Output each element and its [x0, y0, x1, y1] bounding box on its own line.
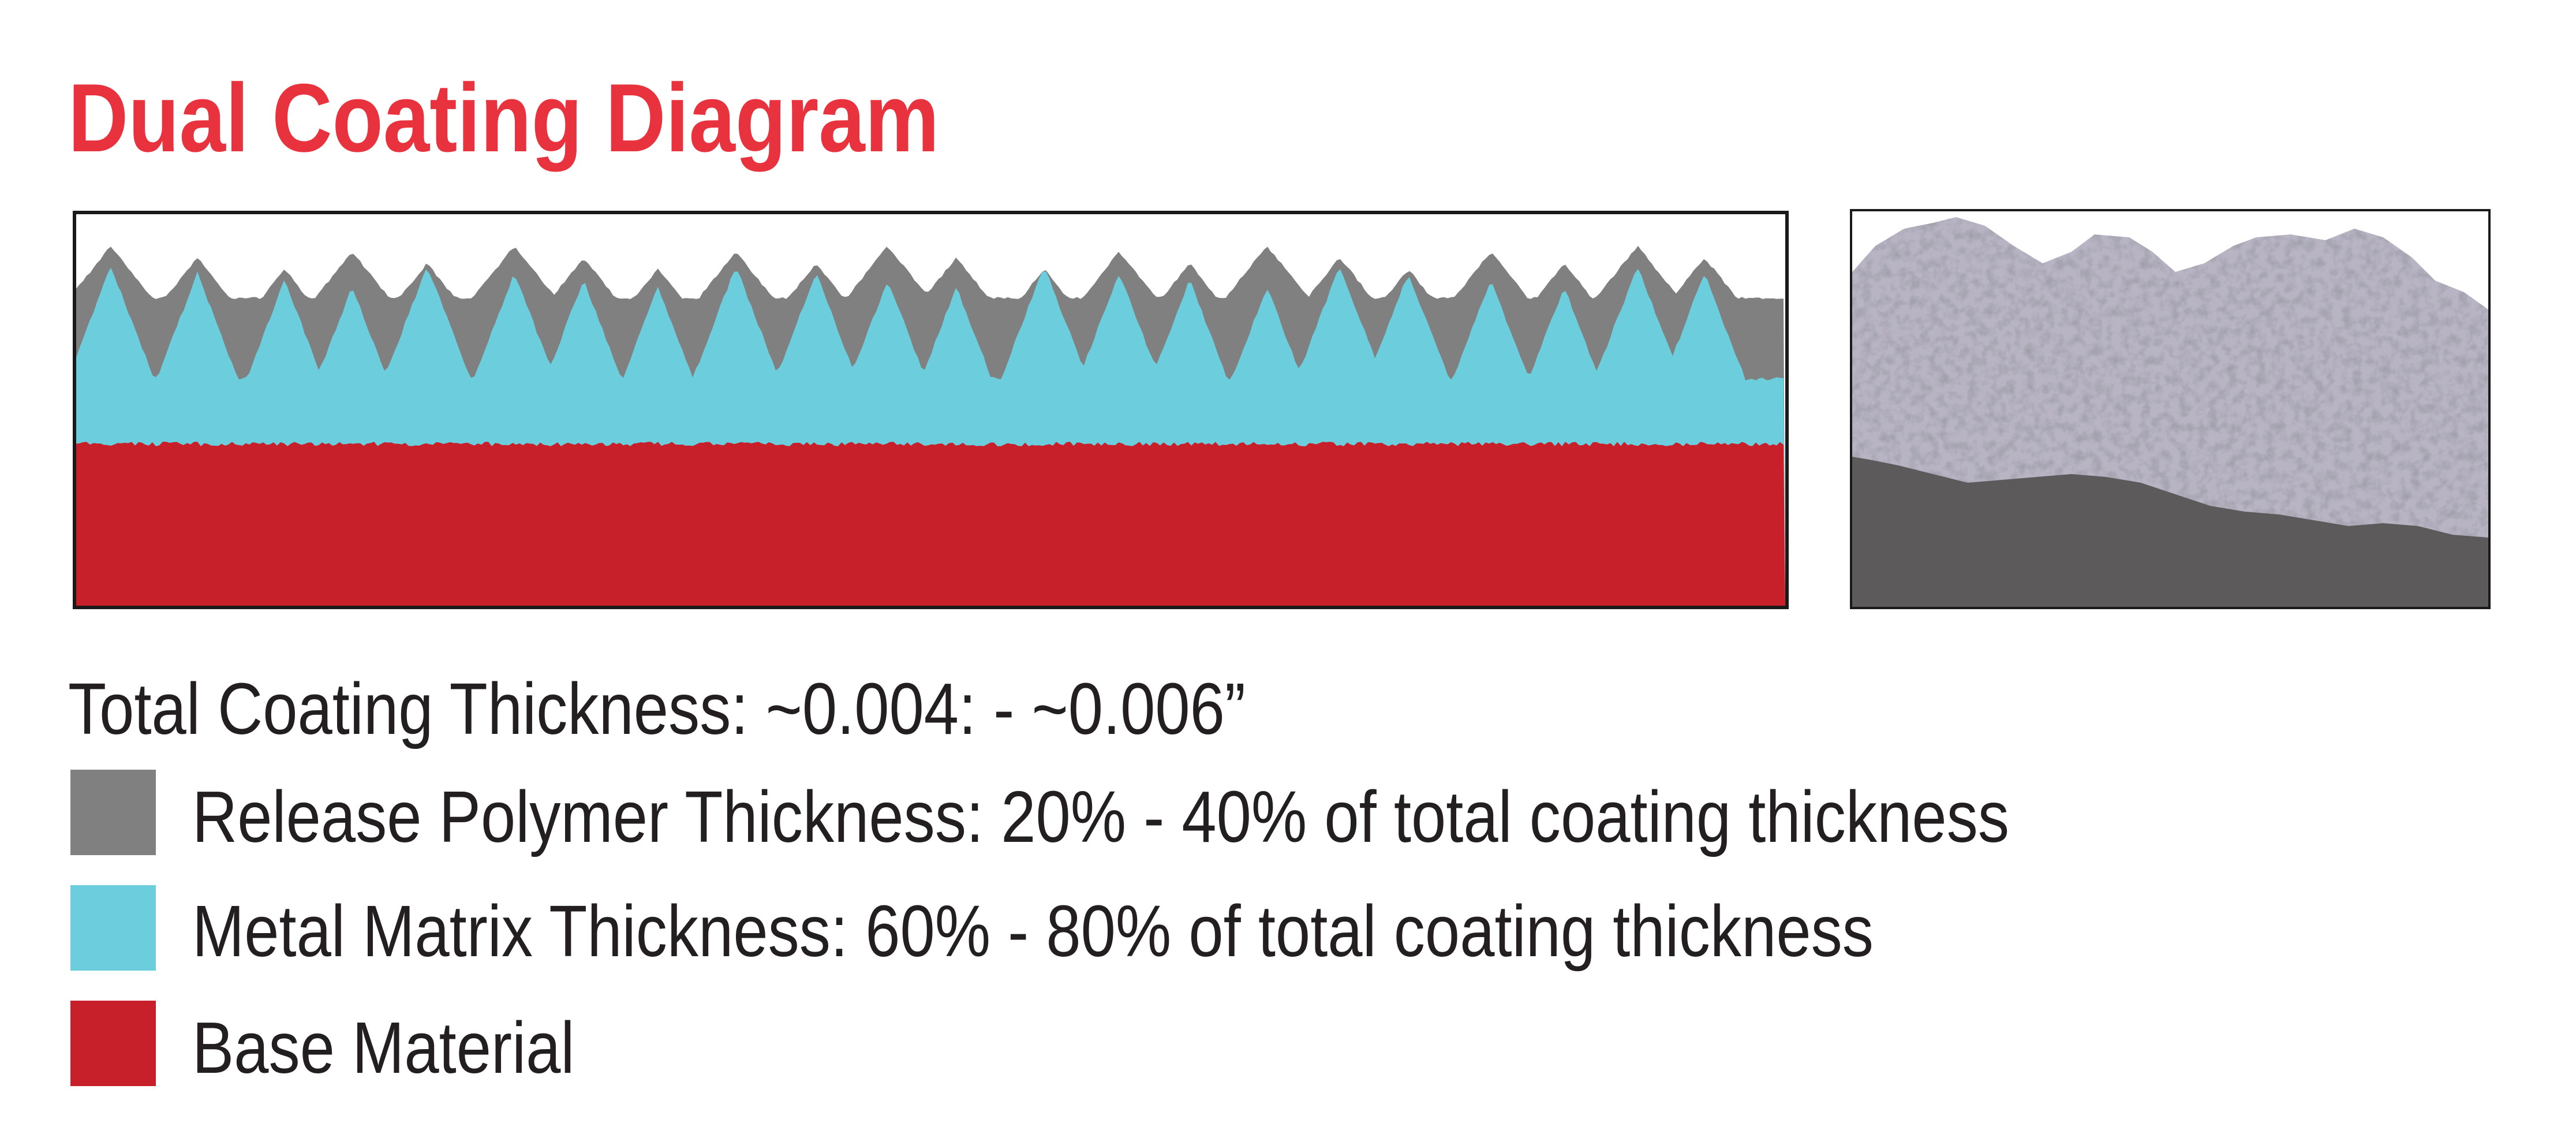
legend-swatch-base-material	[70, 1001, 156, 1086]
legend-label-metal-matrix: Metal Matrix Thickness: 60% - 80% of tot…	[192, 890, 1874, 972]
micrograph-coating-texture	[1852, 217, 2488, 538]
micrograph-photo	[1850, 209, 2491, 609]
legend-swatch-release-polymer	[70, 770, 156, 855]
legend-swatch-metal-matrix	[70, 885, 156, 971]
legend-label-release-polymer: Release Polymer Thickness: 20% - 40% of …	[192, 776, 2010, 857]
base-material-layer	[76, 442, 1785, 606]
legend-label-base-material: Base Material	[192, 1007, 575, 1088]
total-coating-thickness: Total Coating Thickness: ~0.004: - ~0.00…	[68, 668, 1246, 749]
coating-cross-section-diagram	[73, 211, 1789, 609]
page-title: Dual Coating Diagram	[68, 64, 940, 172]
